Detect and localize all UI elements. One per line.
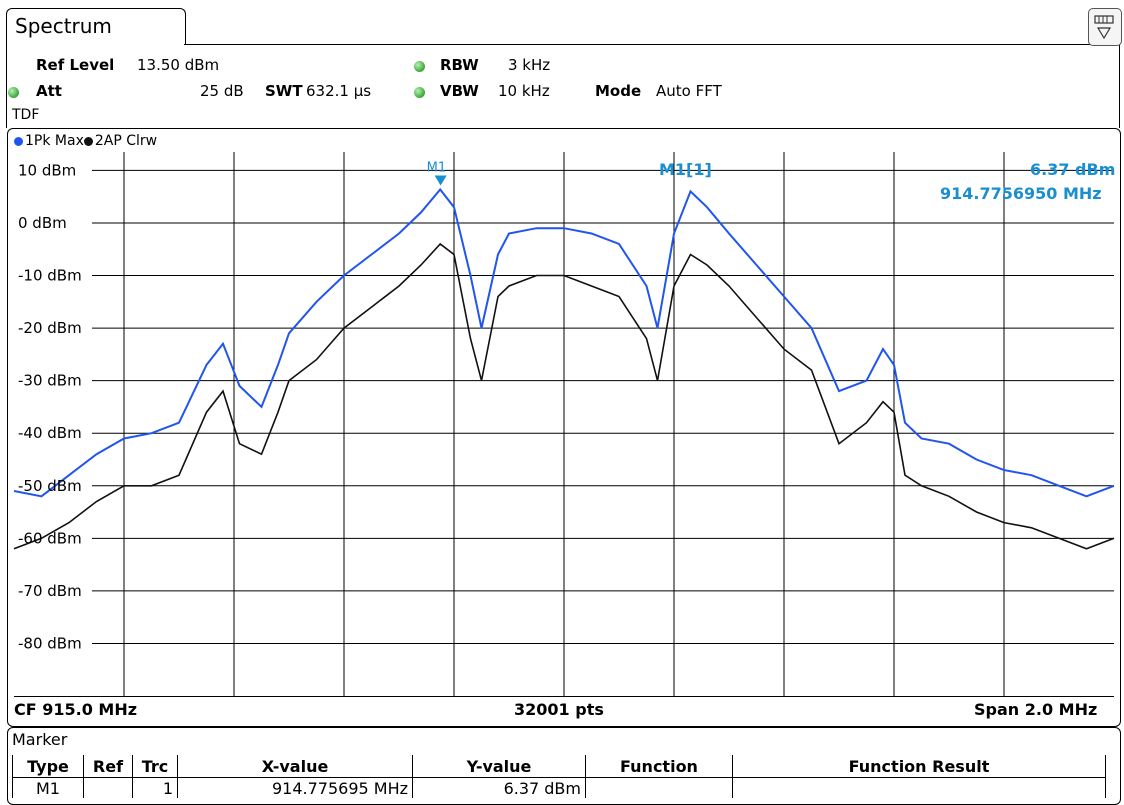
y-tick-label: -50 dBm	[18, 477, 82, 495]
layout-menu-button[interactable]	[1088, 8, 1122, 46]
tab-baseline	[184, 44, 1120, 45]
marker-m1-flag: M1	[427, 160, 447, 175]
trace2-legend-label: 2AP Clrw	[94, 133, 158, 149]
y-tick-label: -80 dBm	[18, 634, 82, 652]
ref-level-label: Ref Level	[36, 56, 115, 74]
vbw-value: 10 kHz	[498, 82, 550, 100]
chart-footer-line	[14, 696, 1114, 723]
tab-spectrum[interactable]: Spectrum	[6, 8, 186, 45]
trace-window	[7, 128, 1121, 727]
trace1-color-icon	[14, 136, 23, 146]
y-tick-labels: 10 dBm 0 dBm -10 dBm -20 dBm -30 dBm -40 dBm -…	[18, 161, 82, 652]
marker-overlay: M1	[427, 160, 447, 186]
ref-level-value: 13.50 dBm	[137, 56, 220, 74]
y-tick-label: 0 dBm	[18, 214, 67, 232]
col-ref: Ref	[83, 755, 133, 778]
att-value: 25 dB	[200, 82, 244, 100]
marker-m1-triangle	[434, 175, 447, 186]
y-tick-label: -60 dBm	[18, 529, 82, 547]
marker-table: Type Ref Trc X-value Y-value Function Fu…	[12, 755, 1106, 798]
marker-table-header-row: Type Ref Trc X-value Y-value Function Fu…	[12, 755, 1106, 778]
mode-value: Auto FFT	[656, 82, 722, 100]
cell-ref	[83, 777, 133, 798]
center-frequency: CF 915.0 MHz	[14, 700, 138, 719]
rbw-value: 3 kHz	[508, 56, 551, 74]
cell-function-result	[732, 777, 1106, 798]
mode-label: Mode	[595, 82, 642, 100]
marker-readout-name: M1[1]	[659, 160, 712, 179]
layout-menu-icon	[1094, 15, 1114, 40]
vbw-status-icon	[414, 87, 425, 98]
trace2-color-icon	[83, 136, 93, 146]
cell-y-value: 6.37 dBm	[412, 777, 586, 798]
table-row[interactable]: M1 1 914.775695 MHz 6.37 dBm	[12, 777, 1106, 798]
marker-readout-level: 6.37 dBm	[1030, 160, 1116, 179]
marker-readout-freq: 914.7756950 MHz	[940, 184, 1102, 203]
trace-legend: 1Pk Max 2AP Clrw	[14, 133, 157, 149]
cell-trc: 1	[132, 777, 178, 798]
col-function-result: Function Result	[732, 755, 1106, 778]
points-count: 32001 pts	[514, 700, 604, 719]
vbw-label: VBW	[440, 82, 479, 100]
y-tick-label: -40 dBm	[18, 424, 82, 442]
cell-type: M1	[12, 777, 84, 798]
chart-traces	[13, 187, 1115, 550]
rbw-status-icon	[414, 61, 425, 72]
span: Span 2.0 MHz	[974, 700, 1098, 719]
col-x-value: X-value	[177, 755, 413, 778]
tdf-label: TDF	[12, 107, 40, 123]
col-y-value: Y-value	[412, 755, 586, 778]
marker-table-title: Marker	[12, 730, 68, 749]
cell-x-value: 914.775695 MHz	[177, 777, 413, 798]
col-trc: Trc	[132, 755, 178, 778]
att-label: Att	[36, 82, 62, 100]
y-tick-label: -30 dBm	[18, 372, 82, 390]
frame-right	[1119, 44, 1120, 128]
swt-value: 632.1 µs	[306, 82, 372, 100]
frame-left	[6, 44, 7, 128]
col-type: Type	[12, 755, 84, 778]
rbw-label: RBW	[440, 56, 479, 74]
trace-1-line	[13, 187, 1115, 498]
trace-2-line	[13, 242, 1115, 550]
swt-label: SWT	[265, 82, 303, 100]
y-tick-label: -70 dBm	[18, 582, 82, 600]
y-tick-label: -10 dBm	[18, 267, 82, 285]
col-function: Function	[585, 755, 733, 778]
y-tick-label: 10 dBm	[18, 161, 76, 179]
chart-grid	[92, 152, 1114, 696]
att-status-icon	[8, 87, 19, 98]
cell-function	[585, 777, 733, 798]
y-tick-label: -20 dBm	[18, 319, 82, 337]
tab-spectrum-label: Spectrum	[15, 14, 112, 38]
trace1-legend-label: 1Pk Max	[25, 133, 84, 149]
